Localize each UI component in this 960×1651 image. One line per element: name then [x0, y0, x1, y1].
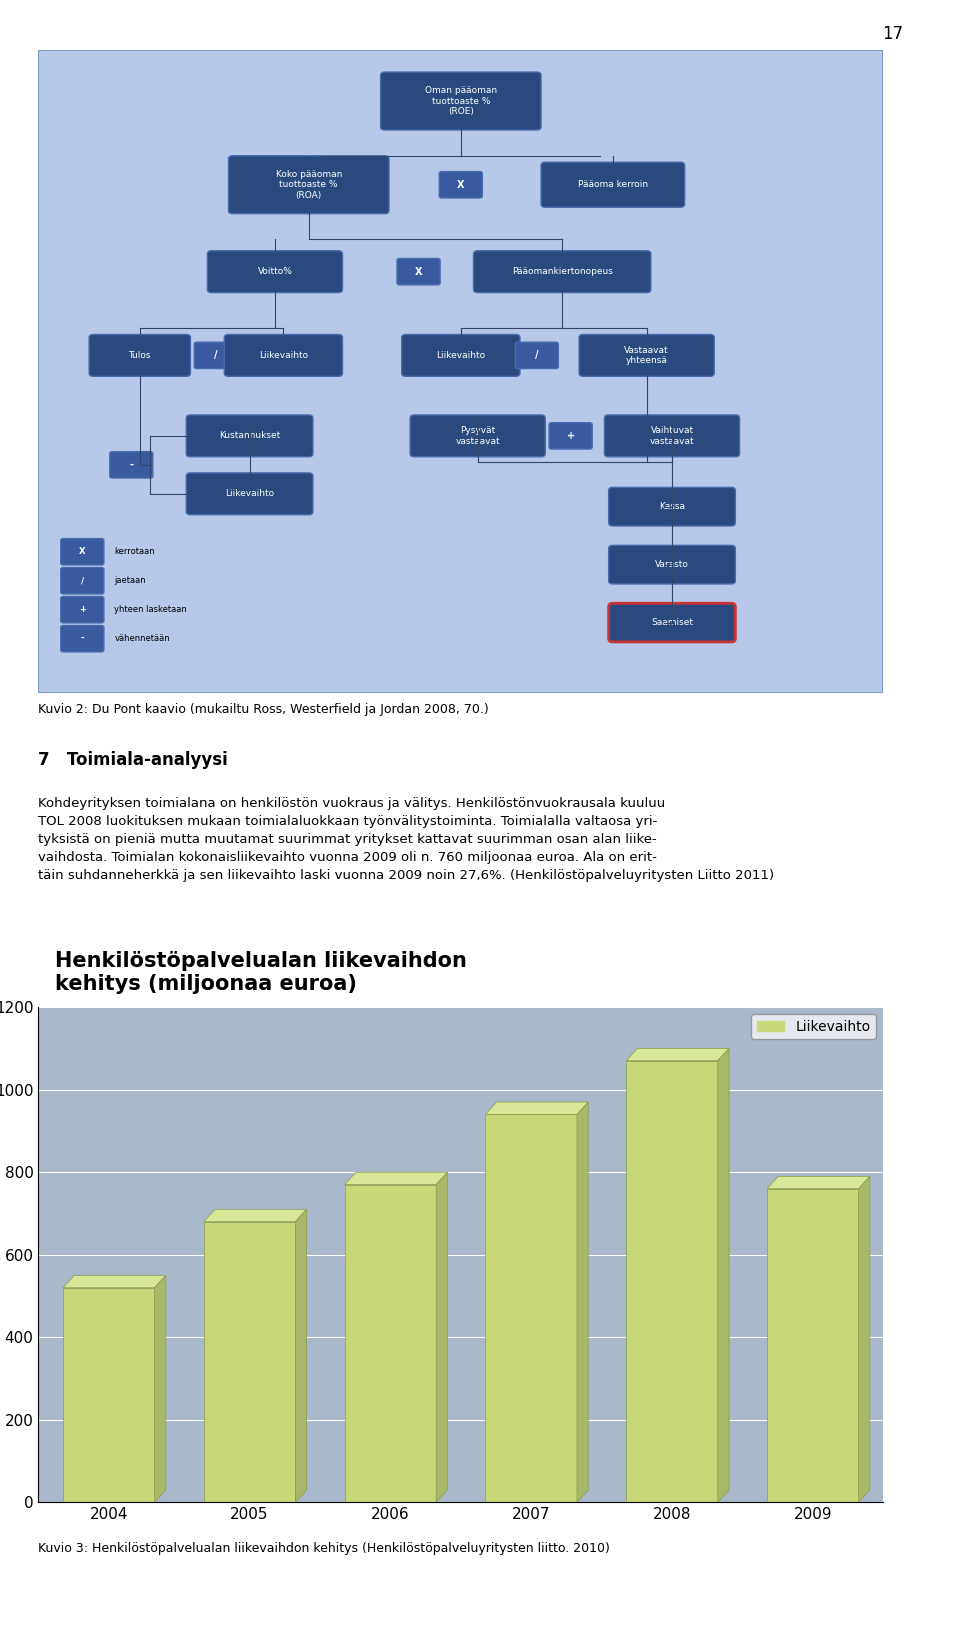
Text: Varasto: Varasto [655, 560, 689, 570]
FancyBboxPatch shape [194, 342, 237, 368]
FancyBboxPatch shape [579, 335, 714, 376]
FancyBboxPatch shape [186, 414, 313, 457]
Text: 17: 17 [882, 25, 903, 43]
Text: yhteen lasketaan: yhteen lasketaan [114, 606, 187, 614]
Text: Vaihtuvat
vastaavat: Vaihtuvat vastaavat [650, 426, 694, 446]
FancyBboxPatch shape [89, 335, 190, 376]
Polygon shape [767, 1176, 870, 1189]
Polygon shape [296, 1209, 306, 1502]
FancyBboxPatch shape [609, 487, 735, 527]
Bar [486, 1114, 577, 1502]
FancyBboxPatch shape [605, 414, 739, 457]
Text: Pääoma kerroin: Pääoma kerroin [578, 180, 648, 190]
Text: Vastaavat
yhteensä: Vastaavat yhteensä [624, 345, 669, 365]
Text: Liikevaihto: Liikevaihto [225, 489, 275, 499]
Text: Saamiset: Saamiset [651, 617, 693, 627]
Text: Tulos: Tulos [129, 352, 151, 360]
FancyBboxPatch shape [186, 472, 313, 515]
Text: Pysyvät
vastaavat: Pysyvät vastaavat [455, 426, 500, 446]
Text: jaetaan: jaetaan [114, 576, 146, 584]
Text: -: - [130, 461, 133, 471]
Text: 7   Toimiala-analyysi: 7 Toimiala-analyysi [38, 751, 228, 769]
Text: Oman pääoman
tuottoaste %
(ROE): Oman pääoman tuottoaste % (ROE) [424, 86, 497, 116]
FancyBboxPatch shape [109, 452, 153, 479]
Text: +: + [79, 606, 85, 614]
FancyBboxPatch shape [60, 626, 104, 652]
Text: vähennetään: vähennetään [114, 634, 170, 644]
Text: Kohdeyrityksen toimialana on henkilöstön vuokraus ja välitys. Henkilöstönvuokrau: Kohdeyrityksen toimialana on henkilöstön… [38, 797, 775, 882]
Polygon shape [436, 1172, 447, 1502]
FancyBboxPatch shape [60, 538, 104, 565]
Polygon shape [858, 1176, 870, 1502]
Text: X: X [415, 267, 422, 277]
Polygon shape [204, 1209, 306, 1222]
Text: /: / [81, 576, 84, 584]
FancyBboxPatch shape [60, 596, 104, 622]
FancyBboxPatch shape [38, 50, 883, 693]
Text: Kassa: Kassa [659, 502, 685, 512]
FancyBboxPatch shape [609, 603, 735, 642]
Text: Henkilöstöpalvelualan liikevaihdon
kehitys (miljoonaa euroa): Henkilöstöpalvelualan liikevaihdon kehit… [56, 951, 468, 994]
Text: Pääomankiertonopeus: Pääomankiertonopeus [512, 267, 612, 276]
Bar [767, 1189, 858, 1502]
Polygon shape [155, 1275, 166, 1502]
Bar [204, 1222, 296, 1502]
Bar [626, 1062, 718, 1502]
Text: +: + [566, 431, 575, 441]
Text: -: - [81, 634, 84, 644]
Bar [63, 1288, 155, 1502]
FancyBboxPatch shape [397, 259, 440, 286]
Text: /: / [535, 350, 539, 360]
FancyBboxPatch shape [380, 73, 541, 130]
FancyBboxPatch shape [609, 545, 735, 584]
Polygon shape [626, 1048, 729, 1062]
FancyBboxPatch shape [410, 414, 545, 457]
Polygon shape [345, 1172, 447, 1185]
FancyBboxPatch shape [225, 335, 343, 376]
FancyBboxPatch shape [541, 162, 684, 208]
FancyBboxPatch shape [440, 172, 482, 198]
Text: Kuvio 3: Henkilöstöpalvelualan liikevaihdon kehitys (Henkilöstöpalveluyritysten : Kuvio 3: Henkilöstöpalvelualan liikevaih… [38, 1542, 611, 1555]
Text: Kustannukset: Kustannukset [219, 431, 280, 441]
FancyBboxPatch shape [38, 1007, 883, 1502]
Polygon shape [486, 1103, 588, 1114]
Text: Koko pääoman
tuottoaste %
(ROA): Koko pääoman tuottoaste % (ROA) [276, 170, 342, 200]
Text: X: X [79, 546, 85, 556]
Text: Voitto%: Voitto% [257, 267, 293, 276]
Text: Liikevaihto: Liikevaihto [436, 352, 486, 360]
FancyBboxPatch shape [228, 155, 389, 213]
Polygon shape [577, 1103, 588, 1502]
Text: /: / [214, 350, 218, 360]
FancyBboxPatch shape [516, 342, 559, 368]
Text: X: X [457, 180, 465, 190]
FancyBboxPatch shape [549, 423, 592, 449]
Text: Kuvio 2: Du Pont kaavio (mukailtu Ross, Westerfield ja Jordan 2008, 70.): Kuvio 2: Du Pont kaavio (mukailtu Ross, … [38, 703, 490, 717]
FancyBboxPatch shape [60, 568, 104, 594]
Polygon shape [718, 1048, 729, 1502]
FancyBboxPatch shape [207, 251, 343, 292]
FancyBboxPatch shape [401, 335, 520, 376]
Text: Liikevaihto: Liikevaihto [259, 352, 308, 360]
Legend: Liikevaihto: Liikevaihto [751, 1014, 876, 1038]
Bar [345, 1185, 436, 1502]
Polygon shape [63, 1275, 166, 1288]
Text: kerrotaan: kerrotaan [114, 546, 156, 556]
FancyBboxPatch shape [473, 251, 651, 292]
